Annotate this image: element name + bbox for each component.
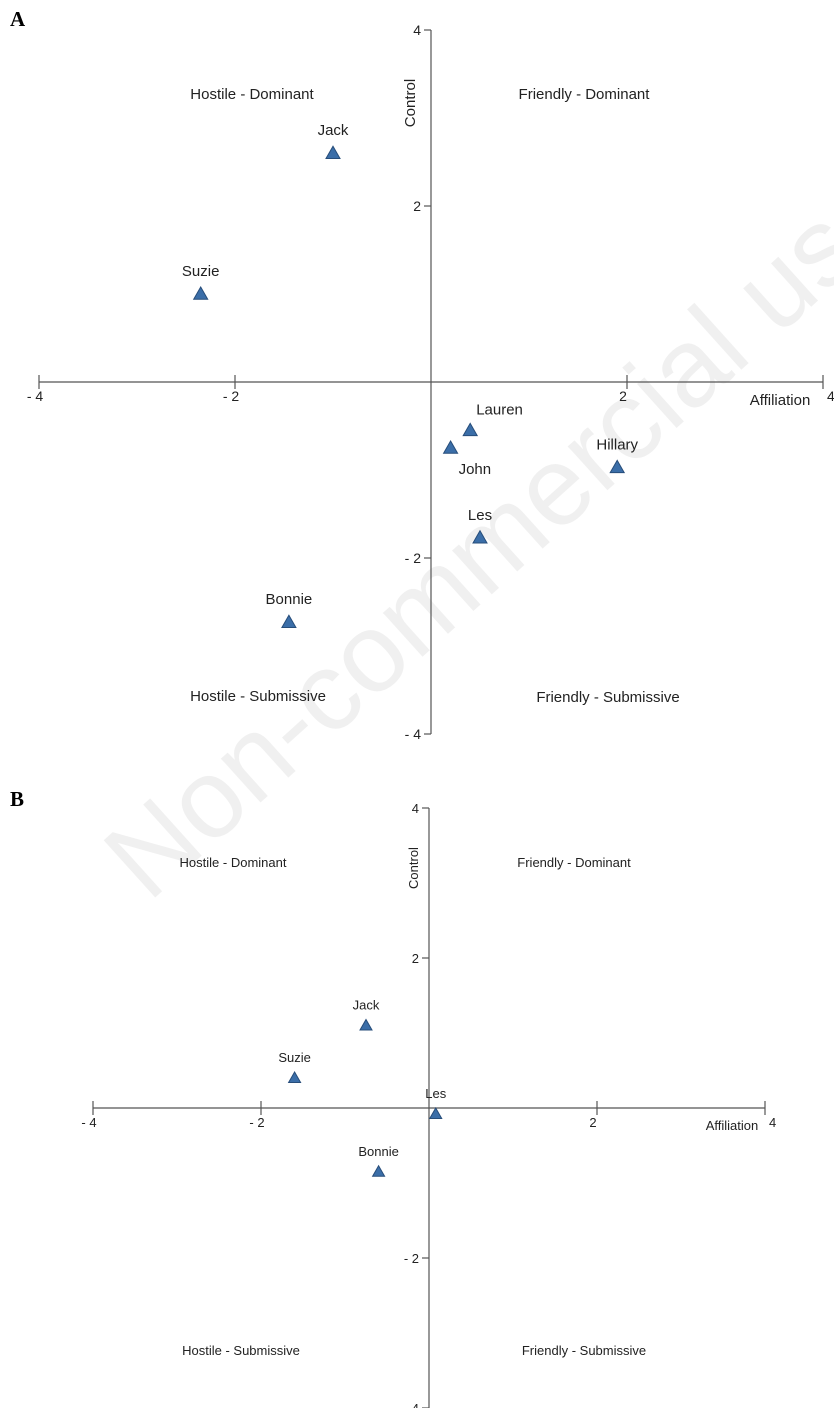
panel-b-x-tick-label: 4 <box>769 1115 776 1130</box>
panel-a-y-tick-label: - 4 <box>405 726 422 742</box>
panel-a-quadrant-bottom-right: Friendly - Submissive <box>536 689 679 706</box>
panel-a-point-les <box>472 529 488 544</box>
panel-b-label: B <box>10 787 24 811</box>
panel-a-quadrant-top-left: Hostile - Dominant <box>190 86 314 103</box>
panel-b-x-tick-label: - 4 <box>81 1115 96 1130</box>
panel-b-x-axis-title: Affiliation <box>706 1118 759 1133</box>
panel-a-x-tick-label: - 4 <box>27 388 44 404</box>
panel-b-point-label-les: Les <box>425 1086 446 1101</box>
panel-a-point-suzie <box>192 285 209 300</box>
panel-a-point-label-john: John <box>459 461 492 478</box>
panel-a-point-jack <box>325 145 341 159</box>
panel-b-x-tick-label: - 2 <box>249 1115 264 1130</box>
panel-a-point-hillary <box>609 459 626 474</box>
panel-b-point-suzie <box>287 1070 302 1083</box>
panel-a-quadrant-bottom-left: Hostile - Submissive <box>190 688 326 705</box>
panel-a-x-tick-label: - 2 <box>223 388 240 404</box>
panel-b-quadrant-bottom-left: Hostile - Submissive <box>182 1343 300 1358</box>
panel-a-y-tick-label: - 2 <box>405 550 422 566</box>
panel-b-y-tick-label: - 4 <box>404 1401 419 1408</box>
panel-a-point-label-lauren: Lauren <box>476 401 523 418</box>
panel-b-point-jack <box>359 1018 373 1031</box>
panel-a-x-axis-title: Affiliation <box>750 392 811 409</box>
panel-a-point-label-bonnie: Bonnie <box>266 591 313 608</box>
panel-a-point-lauren <box>462 422 479 437</box>
panel-a-x-tick-label: 4 <box>827 388 834 404</box>
panel-a-point-bonnie <box>281 614 297 628</box>
panel-a-point-label-hillary: Hillary <box>596 436 638 453</box>
panel-b-quadrant-top-left: Hostile - Dominant <box>180 855 287 870</box>
panel-b-quadrant-top-right: Friendly - Dominant <box>517 855 631 870</box>
watermark: Non-commercial use <box>81 141 834 921</box>
panel-b-x-tick-label: 2 <box>589 1115 596 1130</box>
panel-a-quadrant-top-right: Friendly - Dominant <box>519 86 651 103</box>
panel-b-point-les <box>428 1106 443 1119</box>
panel-a-y-axis-title: Control <box>402 79 419 127</box>
panel-a-point-john <box>442 439 459 454</box>
panel-a-y-tick-label: 4 <box>413 22 421 38</box>
panel-a-point-label-suzie: Suzie <box>182 263 220 280</box>
panel-b-y-tick-label: - 2 <box>404 1251 419 1266</box>
panel-b-y-tick-label: 4 <box>412 801 419 816</box>
panel-b-point-label-suzie: Suzie <box>278 1050 311 1065</box>
panel-b-y-axis-title: Control <box>406 847 421 889</box>
panel-a-y-tick-label: 2 <box>413 198 421 214</box>
panel-a-x-tick-label: 2 <box>619 388 627 404</box>
panel-b-point-label-bonnie: Bonnie <box>358 1144 398 1159</box>
panel-b-point-label-jack: Jack <box>353 998 380 1013</box>
panel-b-y-tick-label: 2 <box>412 951 419 966</box>
panel-a-label: A <box>10 7 26 31</box>
panel-b-point-bonnie <box>371 1164 386 1177</box>
panel-a-point-label-jack: Jack <box>318 122 349 139</box>
panel-a-point-label-les: Les <box>468 507 492 524</box>
panel-b-quadrant-bottom-right: Friendly - Submissive <box>522 1343 646 1358</box>
